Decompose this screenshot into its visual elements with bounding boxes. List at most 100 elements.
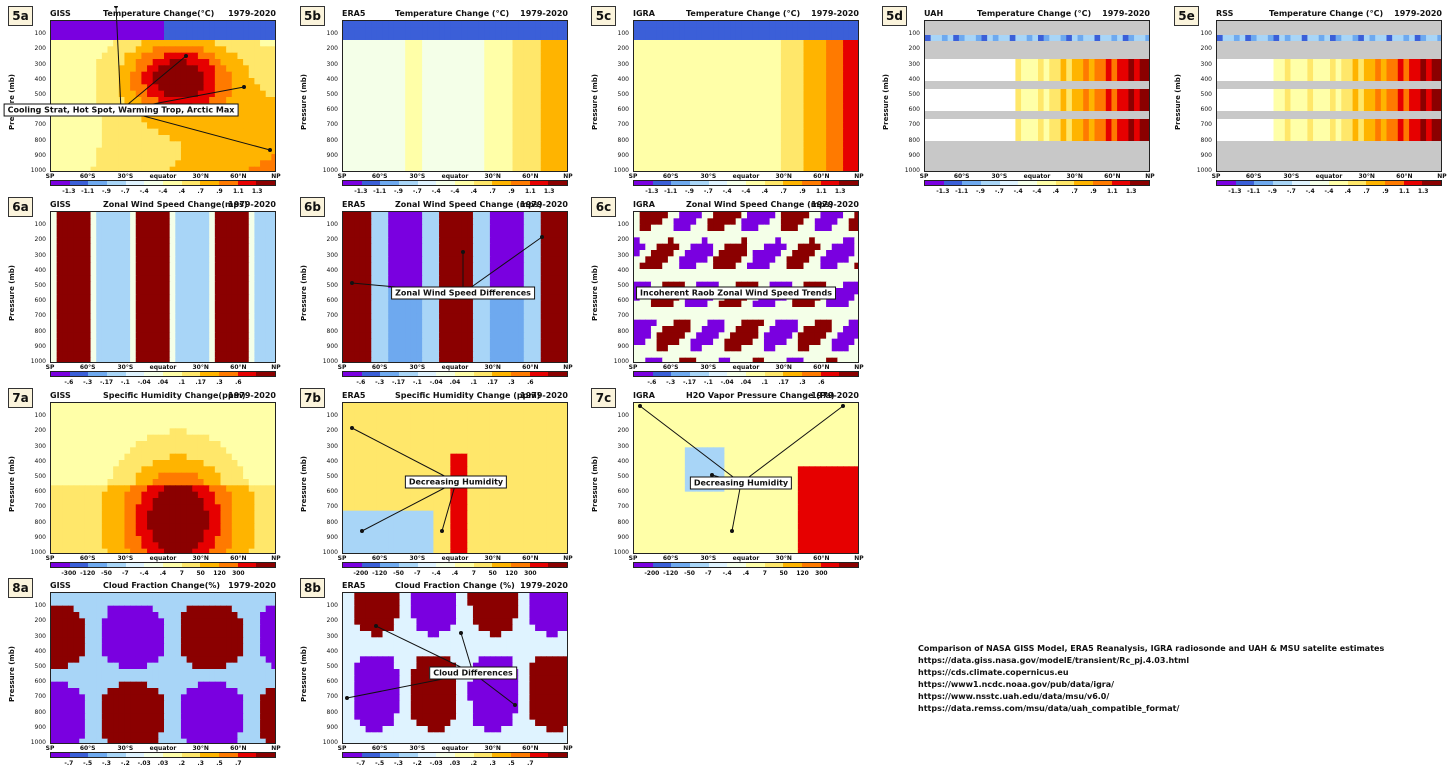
heatmap-cell <box>271 263 276 270</box>
heatmap-cell <box>820 40 826 47</box>
heatmap-cell <box>781 116 787 123</box>
heatmap-cell <box>657 34 663 41</box>
heatmap-cell <box>198 231 204 238</box>
heatmap-cell <box>439 97 445 104</box>
heatmap-cell <box>209 282 215 289</box>
heatmap-cell <box>221 244 227 251</box>
heatmap-cell <box>96 345 102 352</box>
heatmap-cell <box>237 351 243 358</box>
heatmap-cell <box>781 103 787 110</box>
heatmap-cell <box>204 294 210 301</box>
heatmap-cell <box>713 154 719 161</box>
x-tick-label: 60°S <box>372 173 388 180</box>
heatmap-cell <box>558 34 564 41</box>
heatmap-cell <box>343 53 349 60</box>
heatmap-cell <box>170 313 176 320</box>
heatmap-cell <box>770 78 776 85</box>
heatmap-cell <box>377 116 383 123</box>
heatmap-cell <box>377 27 383 34</box>
heatmap-cell <box>1307 59 1313 81</box>
heatmap-cell <box>925 89 931 111</box>
heatmap-cell <box>792 122 798 129</box>
heatmap-cell <box>181 301 187 308</box>
heatmap-cell <box>51 301 57 308</box>
heatmap-cell <box>108 212 114 219</box>
heatmap-cell <box>529 72 535 79</box>
heatmap-cell <box>1217 119 1223 141</box>
heatmap-cell <box>243 212 249 219</box>
heatmap-cell <box>640 27 646 34</box>
heatmap-cell <box>719 160 725 167</box>
heatmap-cell <box>136 282 142 289</box>
y-axis-label: Pressure (mb) <box>300 72 308 132</box>
heatmap-cell <box>513 167 519 172</box>
heatmap-cell <box>685 21 691 28</box>
heatmap-cell <box>136 250 142 257</box>
heatmap-cell <box>187 358 193 363</box>
heatmap-cell <box>479 21 485 28</box>
heatmap-cell <box>254 256 260 263</box>
heatmap-cell <box>124 301 130 308</box>
colorbar-tick: -.17 <box>100 379 113 386</box>
heatmap-cell <box>1296 59 1302 81</box>
heatmap-cell <box>119 358 125 363</box>
heatmap-cell <box>243 332 249 339</box>
heatmap-cell <box>843 40 849 47</box>
heatmap-cell <box>546 84 552 91</box>
heatmap-cell <box>51 225 57 232</box>
heatmap-cell <box>187 256 193 263</box>
heatmap-cell <box>221 288 227 295</box>
heatmap-cell <box>518 34 524 41</box>
heatmap-cell <box>849 154 855 161</box>
heatmap-cell <box>518 91 524 98</box>
heatmap-cell <box>798 122 804 129</box>
heatmap-cell <box>124 256 130 263</box>
panel-source: RSS <box>1216 9 1233 18</box>
heatmap-cell <box>74 288 80 295</box>
heatmap-cell <box>85 326 91 333</box>
heatmap-cell <box>558 97 564 104</box>
heatmap-cell <box>204 225 210 232</box>
heatmap-cell <box>507 110 513 117</box>
heatmap-cell <box>411 27 417 34</box>
heatmap-cell <box>747 53 753 60</box>
heatmap-cell <box>158 244 164 251</box>
heatmap-cell <box>433 122 439 129</box>
heatmap-cell <box>634 21 640 28</box>
heatmap-cell <box>854 116 859 123</box>
heatmap-cell <box>85 320 91 327</box>
heatmap-cell <box>724 160 730 167</box>
heatmap-cell <box>1364 119 1370 141</box>
colorbar-swatch <box>1310 181 1329 185</box>
heatmap-cell <box>804 78 810 85</box>
heatmap-cell <box>175 332 181 339</box>
heatmap-cell <box>747 27 753 34</box>
heatmap-cell <box>702 27 708 34</box>
heatmap-cell <box>496 154 502 161</box>
heatmap-cell <box>804 46 810 53</box>
heatmap-cell <box>781 148 787 155</box>
heatmap-cell <box>394 27 400 34</box>
heatmap-cell <box>770 141 776 148</box>
heatmap-cell <box>662 141 668 148</box>
heatmap-cell <box>377 78 383 85</box>
heatmap-cell <box>456 40 462 47</box>
heatmap-cell <box>388 78 394 85</box>
heatmap-cell <box>51 358 57 363</box>
heatmap-cell <box>809 27 815 34</box>
heatmap-cell <box>501 110 507 117</box>
heatmap-cell <box>360 65 366 72</box>
heatmap-cell <box>702 72 708 79</box>
heatmap-cell <box>719 135 725 142</box>
heatmap-cell <box>496 122 502 129</box>
colorbar-swatch <box>436 181 455 185</box>
heatmap-cell <box>450 53 456 60</box>
panel-title: Temperature Change (°C) <box>395 9 509 18</box>
heatmap-cell <box>226 231 232 238</box>
heatmap-cell <box>411 97 417 104</box>
heatmap-cell <box>57 231 63 238</box>
colorbar-swatch <box>802 181 821 185</box>
heatmap-cell <box>854 135 859 142</box>
heatmap-cell <box>383 40 389 47</box>
colorbar-swatch <box>634 181 653 185</box>
